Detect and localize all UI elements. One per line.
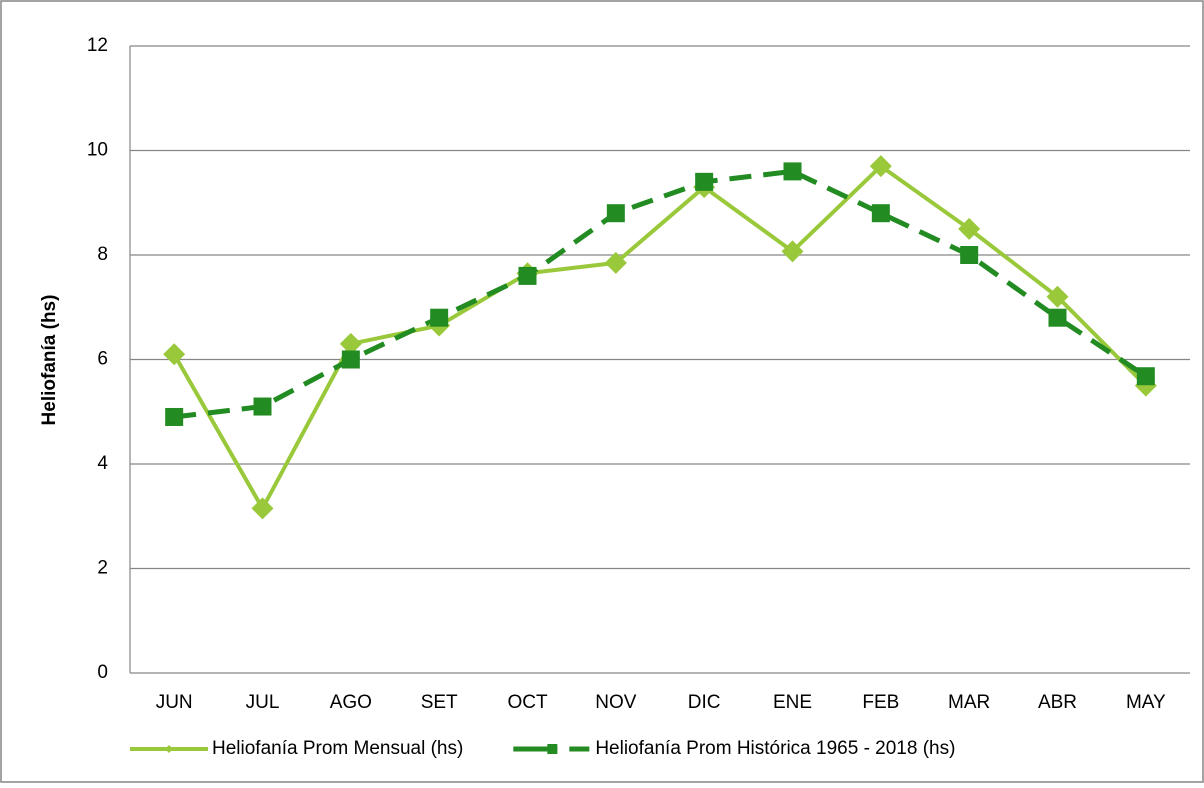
data-point bbox=[783, 162, 802, 181]
data-point bbox=[871, 204, 890, 223]
data-point bbox=[695, 172, 714, 191]
legend-label: Heliofanía Prom Mensual (hs) bbox=[212, 738, 463, 759]
x-tick-label: MAR bbox=[948, 692, 990, 713]
x-tick-label: OCT bbox=[507, 692, 548, 713]
y-tick-label: 4 bbox=[97, 453, 108, 474]
x-tick-label: DIC bbox=[688, 692, 721, 713]
x-tick-label: SET bbox=[421, 692, 458, 713]
x-tick-label: JUN bbox=[156, 692, 193, 713]
legend-marker bbox=[165, 745, 173, 753]
y-tick-label: 6 bbox=[97, 349, 108, 370]
data-point bbox=[518, 266, 537, 285]
data-point bbox=[960, 246, 979, 264]
data-point bbox=[869, 155, 892, 178]
x-tick-label: JUL bbox=[246, 692, 280, 713]
y-tick-label: 0 bbox=[97, 662, 108, 683]
data-point bbox=[781, 240, 804, 263]
data-point bbox=[339, 332, 362, 355]
data-point bbox=[604, 251, 627, 274]
y-tick-label: 12 bbox=[87, 35, 108, 56]
data-point bbox=[1046, 285, 1069, 308]
x-tick-label: NOV bbox=[595, 692, 637, 713]
series-line bbox=[172, 164, 1148, 511]
legend-marker bbox=[547, 744, 558, 754]
data-point bbox=[341, 350, 360, 369]
y-axis-label: Heliofanía (hs) bbox=[39, 295, 60, 426]
data-point bbox=[253, 397, 272, 416]
x-tick-label: ABR bbox=[1038, 692, 1077, 713]
y-tick-label: 8 bbox=[97, 244, 108, 265]
data-point bbox=[1136, 367, 1155, 386]
data-point bbox=[430, 308, 449, 327]
data-point bbox=[606, 204, 625, 223]
x-tick-label: AGO bbox=[330, 692, 372, 713]
data-point bbox=[1048, 308, 1067, 327]
data-point bbox=[958, 217, 981, 240]
x-tick-label: MAY bbox=[1126, 692, 1166, 713]
x-tick-label: FEB bbox=[862, 692, 899, 713]
series-line bbox=[173, 168, 1148, 420]
data-point bbox=[165, 407, 184, 426]
y-tick-label: 10 bbox=[87, 140, 108, 161]
legend-label: Heliofanía Prom Histórica 1965 - 2018 (h… bbox=[595, 738, 955, 759]
data-point bbox=[251, 497, 274, 520]
x-tick-label: ENE bbox=[773, 692, 812, 713]
y-tick-label: 2 bbox=[97, 558, 108, 579]
data-point bbox=[163, 343, 186, 366]
